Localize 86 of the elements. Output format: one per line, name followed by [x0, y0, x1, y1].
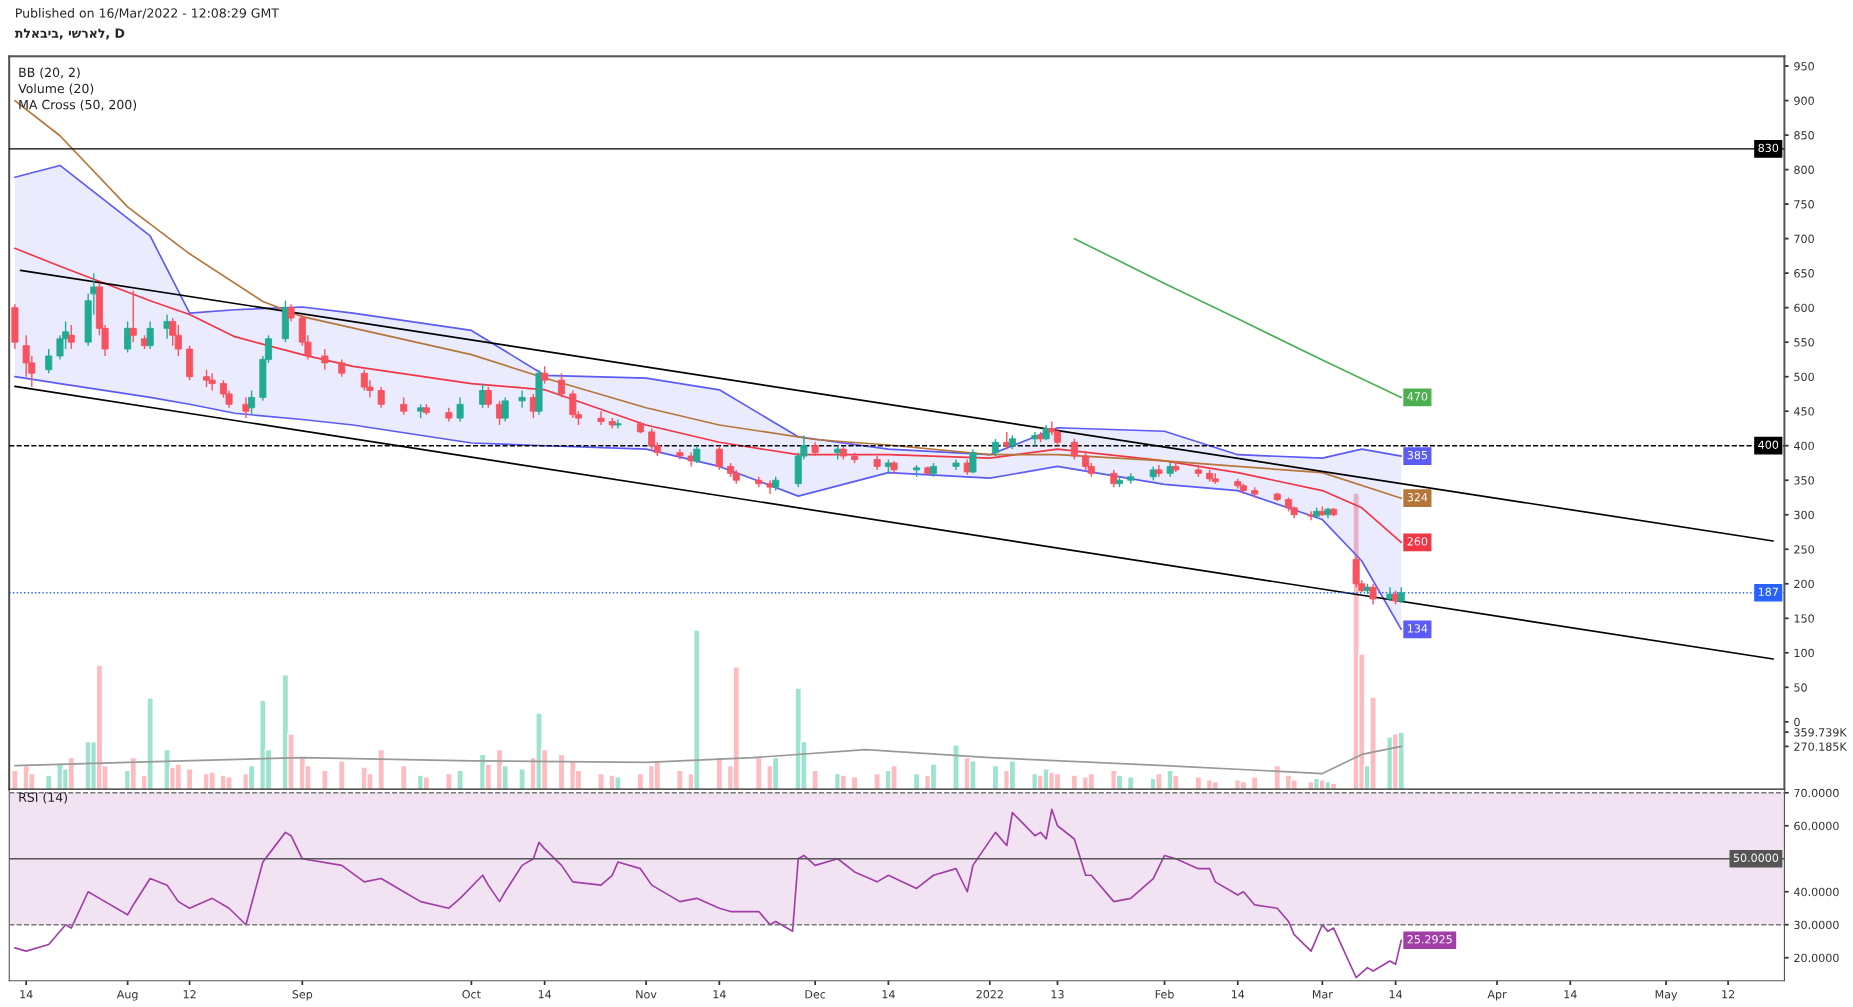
candlestick	[146, 320, 154, 350]
candlestick	[597, 410, 605, 426]
y-tick-label: 70.0000	[1794, 788, 1839, 798]
candlestick	[321, 348, 329, 371]
x-tick-label: Sep	[292, 990, 313, 1001]
y-tick-label: 30.0000	[1794, 920, 1839, 930]
chart-subtitle: תלאביב, ישראל, D	[14, 28, 125, 40]
candlestick	[129, 289, 137, 343]
candlestick	[766, 479, 774, 495]
x-tick-label: 13	[1051, 990, 1064, 999]
y-tick-label: 600	[1794, 303, 1814, 313]
candlestick	[377, 386, 385, 409]
candlestick	[484, 386, 492, 409]
y-tick-label: 900	[1794, 96, 1814, 105]
y-tick-label: 400	[1794, 441, 1814, 451]
y-tick-label: 250	[1794, 545, 1814, 554]
x-tick-label: 14	[882, 990, 895, 999]
x-tick-label: Mar	[1312, 990, 1333, 999]
y-tick-label: 450	[1794, 407, 1814, 416]
candlestick	[518, 389, 526, 409]
y-tick-label: 100	[1794, 648, 1814, 658]
annotation: BB (20, 2)	[19, 67, 80, 79]
candlestick	[558, 372, 566, 399]
y-tick-label: 60.0000	[1794, 821, 1839, 831]
y2-tick-label: 270.185K	[1794, 742, 1847, 751]
data-label: 324	[1407, 493, 1428, 502]
chart-title: Published on 16/Mar/2022 - 12:08:29 GMT	[16, 8, 279, 19]
x-tick-label: 14	[713, 990, 726, 999]
x-tick-label: Dec	[805, 990, 826, 999]
x-tick-label: 2022	[976, 990, 1003, 999]
candlestick	[45, 348, 53, 374]
candlestick	[1307, 510, 1315, 521]
annotation: Volume (20)	[18, 83, 94, 95]
y-tick-label: 350	[1794, 476, 1814, 485]
y-tick-label: 0	[1794, 717, 1800, 727]
y-tick-label: 20.0000	[1794, 953, 1839, 963]
x-tick-label: Nov	[636, 990, 657, 999]
candlestick	[1369, 583, 1377, 606]
annotation: MA Cross (50, 200)	[19, 99, 137, 111]
y-tick-label: 700	[1794, 234, 1814, 244]
candlestick	[969, 448, 977, 475]
y-tick-label: 40.0000	[1794, 887, 1839, 897]
x-tick-label: Feb	[1155, 989, 1174, 999]
y-tick-label: 800	[1794, 165, 1814, 174]
candlestick	[614, 418, 622, 430]
data-label: 385	[1407, 450, 1428, 460]
ref-line-label: 400	[1758, 440, 1779, 449]
candlestick	[248, 389, 256, 416]
candlestick	[67, 324, 75, 350]
x-tick-label: 14	[1231, 990, 1245, 999]
x-tick-label: Apr	[1487, 990, 1507, 1001]
x-tick-label: May	[1655, 990, 1678, 1001]
candlestick	[124, 320, 132, 354]
annotation: RSI (14)	[19, 792, 68, 804]
x-tick-label: 14	[1564, 990, 1577, 999]
x-tick-label: Aug	[116, 990, 138, 1001]
ref-line-label: 830	[1758, 143, 1779, 153]
y-tick-label: 200	[1794, 579, 1814, 589]
x-tick-label: 14	[20, 990, 33, 999]
y-tick-label: 550	[1794, 338, 1814, 347]
candlestick	[242, 396, 250, 419]
data-label: 25.2925	[1407, 935, 1452, 944]
x-tick-label: 12	[183, 990, 196, 999]
x-tick-label: 14	[1389, 990, 1403, 999]
y-tick-label: 150	[1794, 614, 1814, 623]
data-label: 134	[1408, 624, 1428, 633]
y2-tick-label: 359.739K	[1794, 728, 1847, 737]
y-tick-label: 50	[1794, 683, 1807, 692]
candlestick	[1070, 438, 1078, 461]
y-tick-label: 300	[1794, 510, 1814, 520]
y-tick-label: 500	[1794, 372, 1814, 382]
ref-line-label: 187	[1758, 587, 1778, 596]
y-tick-label: 850	[1794, 131, 1814, 140]
ref-line-label: 50.0000	[1733, 853, 1779, 862]
line-series	[14, 745, 1403, 775]
candlestick	[501, 396, 509, 423]
y-tick-label: 950	[1794, 62, 1814, 71]
x-tick-label: 14	[538, 990, 552, 999]
data-label: 260	[1407, 537, 1428, 546]
y-tick-label: 750	[1794, 200, 1814, 209]
data-label: 470	[1407, 392, 1428, 401]
y-tick-label: 650	[1794, 269, 1814, 278]
x-tick-label: 12	[1722, 990, 1735, 999]
candlestick	[456, 396, 464, 423]
x-tick-label: Oct	[462, 990, 481, 999]
candlestick	[715, 445, 723, 471]
